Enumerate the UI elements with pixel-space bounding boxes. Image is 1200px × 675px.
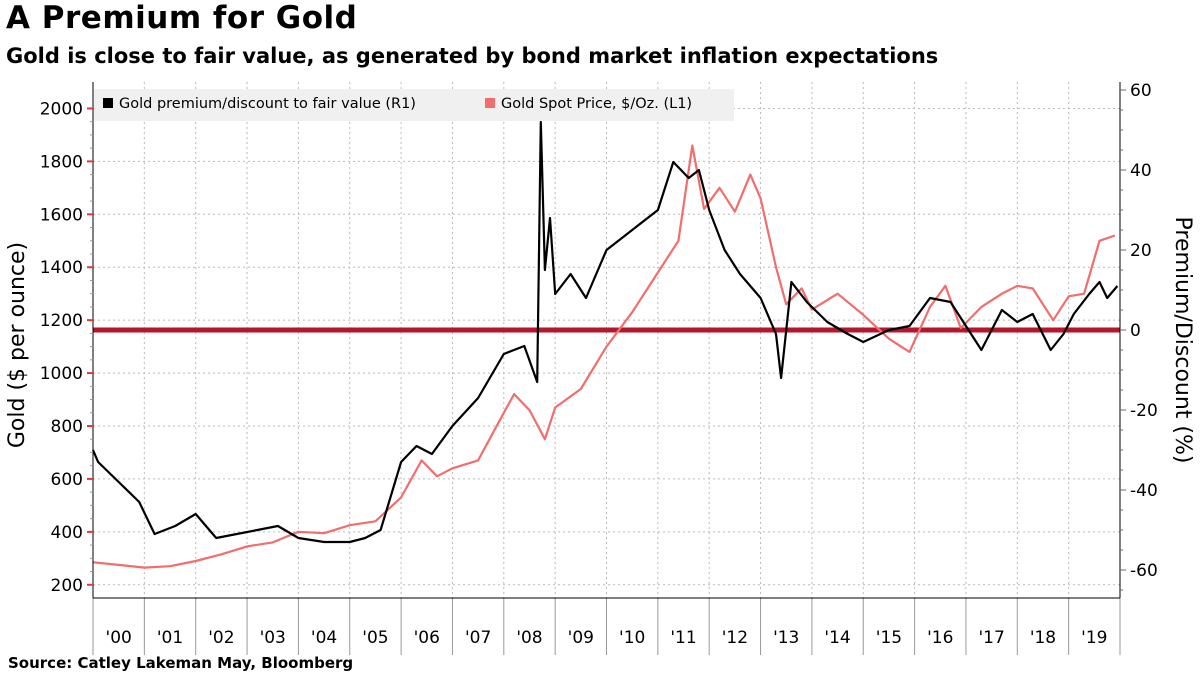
chart-subtitle: Gold is close to fair value, as generate… [6,44,939,68]
x-tick-label: '00 [106,628,132,648]
series-line-gold-price [92,144,1116,569]
y-left-tick-label: 400 [51,523,83,543]
y-right-tick-label: -20 [1130,401,1158,421]
y-right-tick-label: -60 [1130,561,1158,581]
x-tick-label: '15 [876,628,902,648]
legend-label-premium: Gold premium/discount to fair value (R1) [119,96,416,112]
source-note: Source: Catley Lakeman May, Bloomberg [8,654,354,672]
x-tick-label: '17 [978,628,1004,648]
legend-swatch-premium [103,98,113,108]
x-tick-label: '03 [260,628,286,648]
y-left-tick-label: 800 [51,417,83,437]
chart-title: A Premium for Gold [6,0,358,36]
y-left-tick-label: 2000 [40,99,83,119]
axes: '00 '01 '02 '03 '04 '05 '06 '07 '08 '09 '10 '11 '12 '… [40,81,1158,655]
x-tick-label: '19 [1081,628,1107,648]
x-tick-label: '08 [516,628,542,648]
x-tick-label: '04 [311,628,337,648]
series-line-premium [91,120,1119,544]
x-tick-label: '14 [824,628,850,648]
x-tick-label: '01 [157,628,183,648]
x-tick-label: '07 [465,628,491,648]
x-tick-label: '09 [568,628,594,648]
y-left-tick-label: 600 [51,470,83,490]
y-right-tick-label: -40 [1130,481,1158,501]
x-tick-label: '06 [414,628,440,648]
y-left-tick-label: 1600 [40,205,83,225]
y-axis-right-label: Premium/Discount (%) [1170,217,1195,464]
legend-label-gold-price: Gold Spot Price, $/Oz. (L1) [501,96,692,112]
x-tick-label: '18 [1030,628,1056,648]
y-left-tick-label: 1000 [40,364,83,384]
legend-background [94,89,734,121]
series-lines [91,120,1119,569]
y-right-tick-label: 60 [1130,81,1152,101]
x-tick-label: '12 [722,628,748,648]
y-left-tick-label: 200 [51,576,83,596]
x-tick-label: '16 [927,628,953,648]
x-tick-label: '10 [619,628,645,648]
gridlines [93,82,1120,598]
y-left-tick-label: 1200 [40,311,83,331]
y-right-tick-label: 20 [1130,241,1152,261]
y-left-tick-label: 1800 [40,152,83,172]
y-left-tick-label: 1400 [40,258,83,278]
x-tick-label: '02 [208,628,234,648]
x-tick-label: '13 [773,628,799,648]
legend-swatch-gold-price [485,98,495,108]
x-tick-label: '11 [670,628,696,648]
y-axis-left-label: Gold ($ per ounce) [5,242,30,448]
y-right-tick-label: 40 [1130,161,1152,181]
y-right-tick-label: 0 [1130,321,1141,341]
x-tick-label: '05 [362,628,388,648]
legend: Gold premium/discount to fair value (R1)… [94,89,734,121]
